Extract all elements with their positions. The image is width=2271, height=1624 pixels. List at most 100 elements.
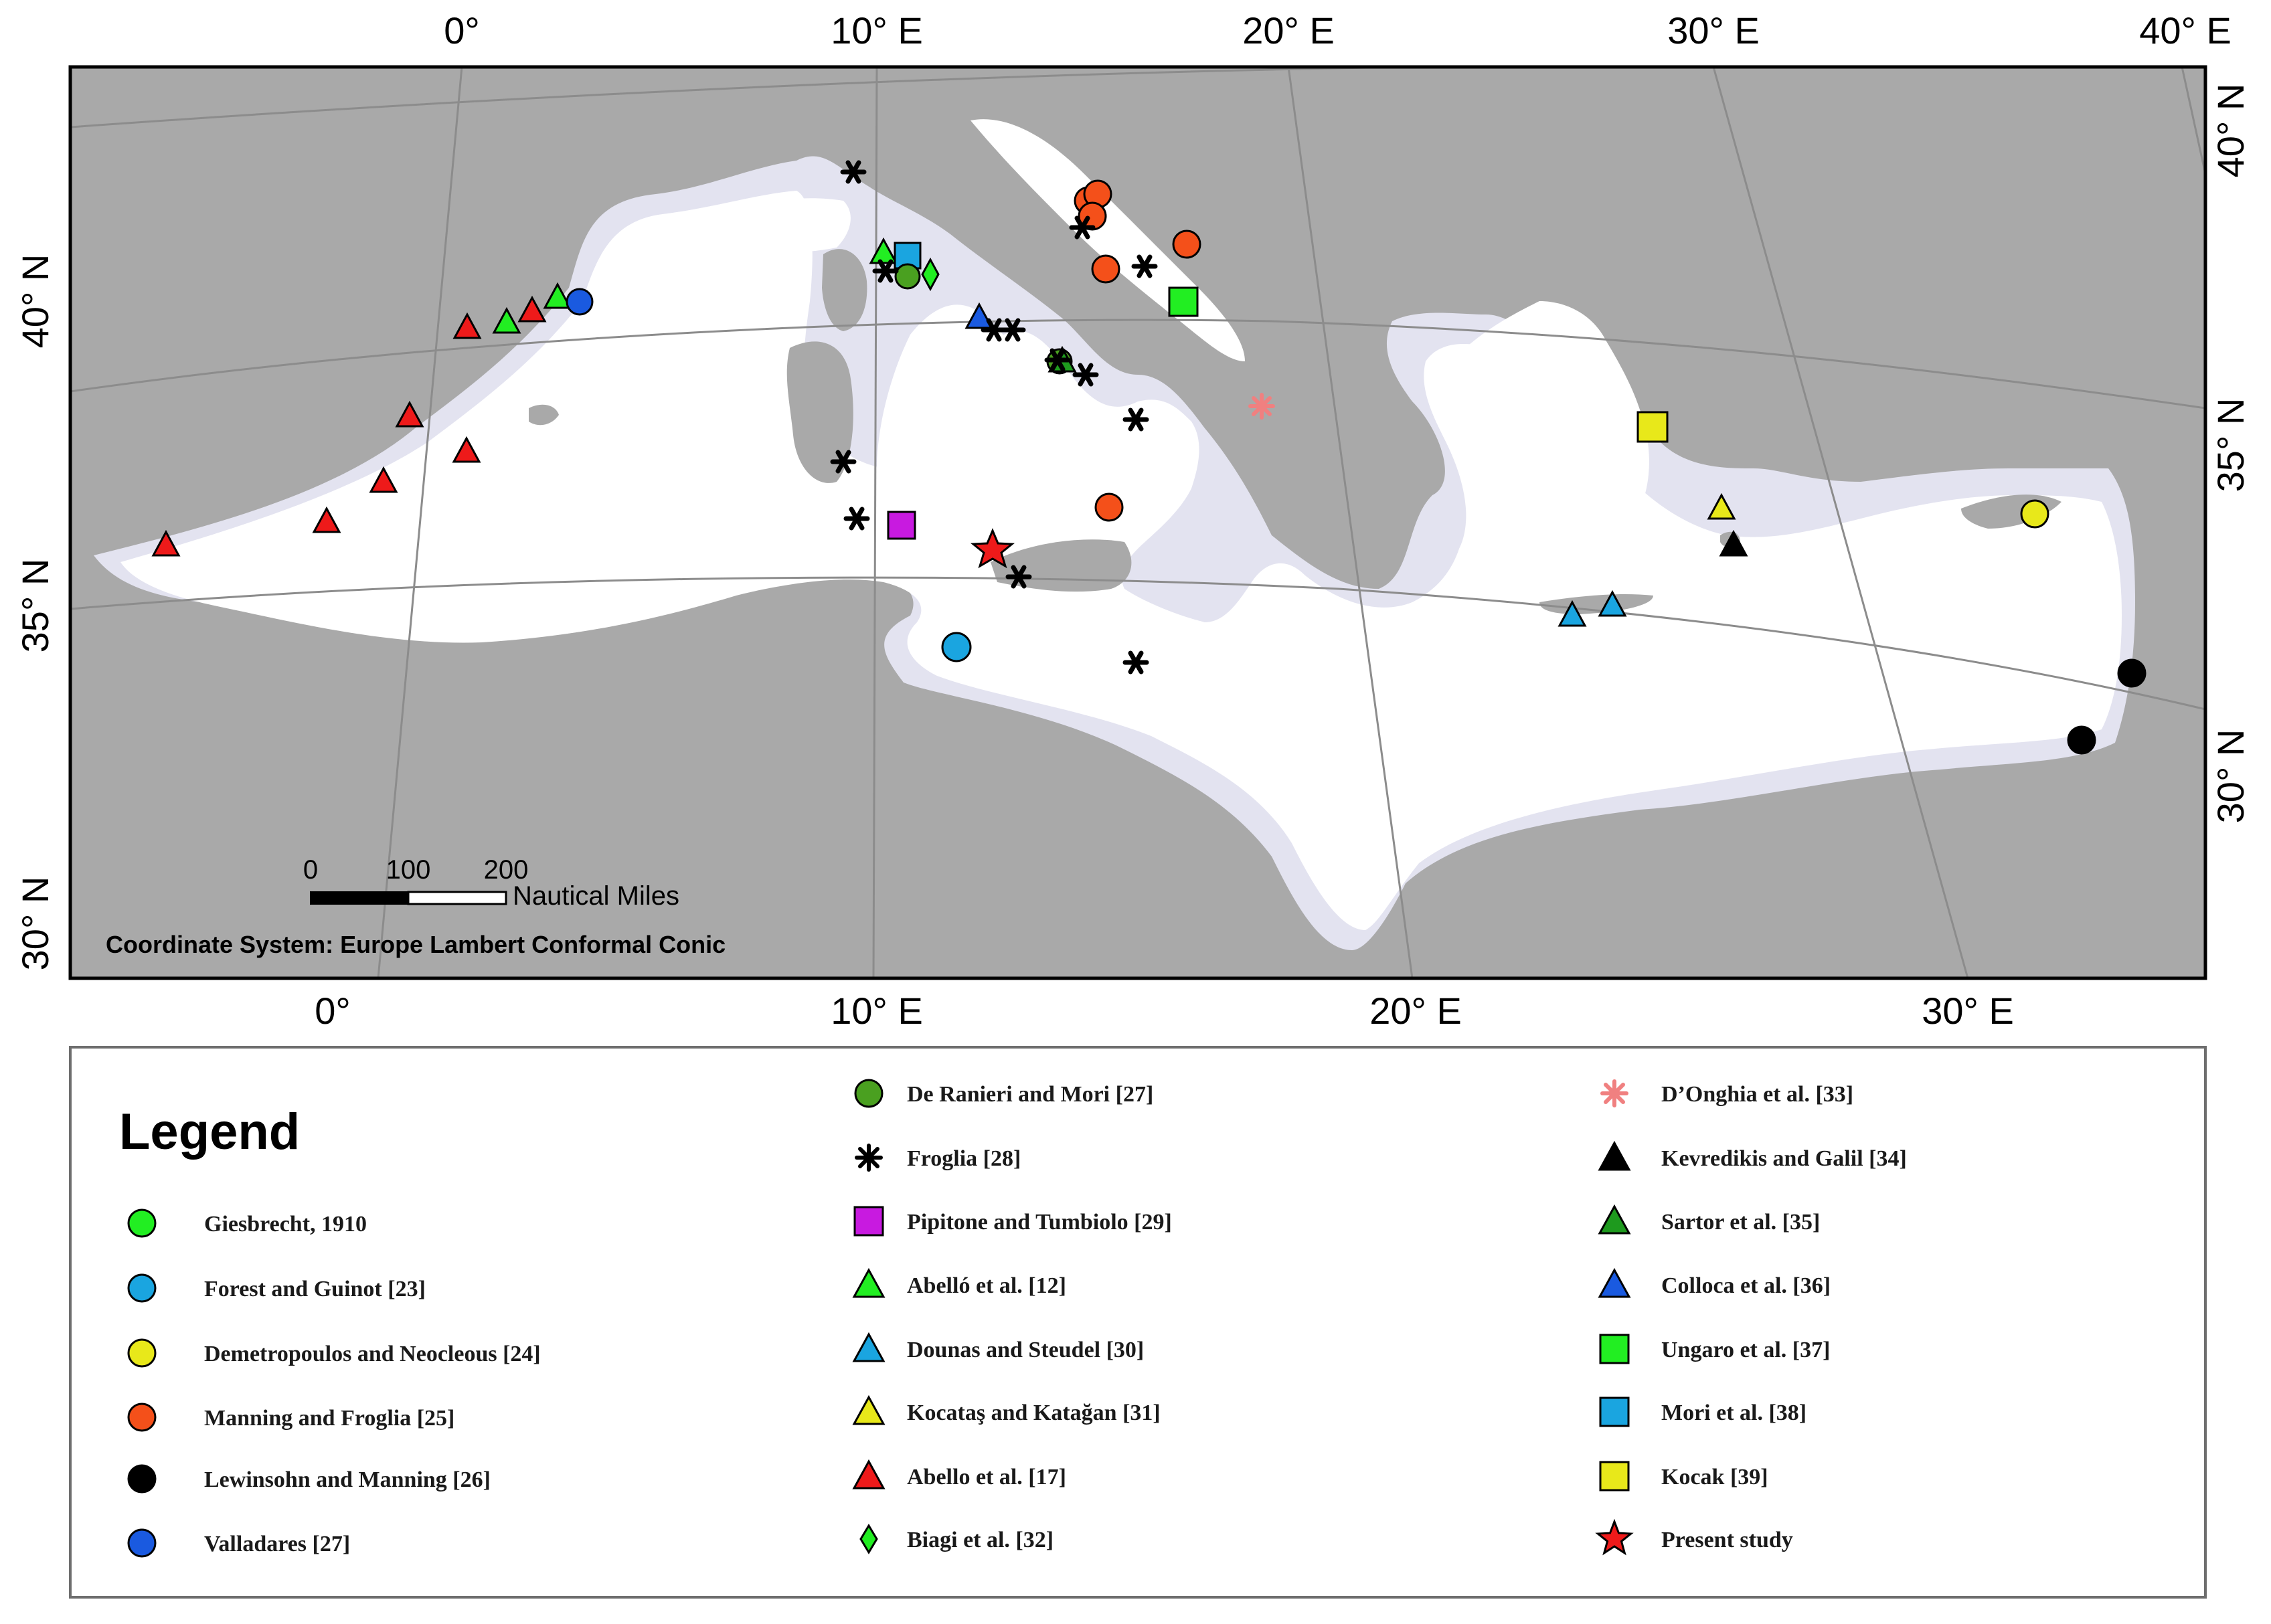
froglia-marker	[1122, 408, 1149, 432]
coordinate-system-label: Coordinate System: Europe Lambert Confor…	[106, 931, 726, 958]
dounas-marker	[1598, 590, 1627, 617]
legend-triangle-symbol	[1598, 1204, 1631, 1235]
legend-circle-symbol	[127, 1403, 157, 1432]
legend-item-de-ranieri-and-mori-27: De Ranieri and Mori [27]	[854, 1079, 1153, 1108]
legend-item-pipitone-and-tumbiolo-29: Pipitone and Tumbiolo [29]	[853, 1206, 1172, 1237]
legend-label: Pipitone and Tumbiolo [29]	[907, 1210, 1172, 1235]
legend-circle-symbol	[127, 1273, 157, 1303]
legend-asterisk-symbol	[1600, 1079, 1628, 1107]
biagi-marker	[921, 257, 940, 292]
legend-square-symbol	[853, 1206, 884, 1237]
kocatas-marker	[1707, 492, 1736, 520]
left-lat-label: 40° N	[14, 254, 56, 349]
legend-label: D’Onghia et al. [33]	[1661, 1082, 1853, 1107]
scale-unit: Nautical Miles	[513, 881, 679, 911]
top-lon-labels: 0° 10° E 20° E 30° E 40° E	[444, 9, 2232, 52]
legend-label: Valladares [27]	[204, 1532, 350, 1556]
right-lat-label: 40° N	[2209, 84, 2252, 178]
forest-guinot-marker	[941, 632, 972, 662]
legend-square-symbol	[1599, 1396, 1630, 1427]
top-lon-label: 10° E	[831, 9, 923, 52]
manning-froglia-marker	[1172, 230, 1201, 259]
legend-label: Colloca et al. [36]	[1661, 1273, 1831, 1298]
froglia-marker	[999, 318, 1026, 342]
abello-12-marker	[543, 282, 572, 309]
legend-items: Giesbrecht, 1910 Forest and Guinot [23] De…	[127, 1079, 1907, 1558]
data-markers	[151, 179, 2147, 755]
kocak-marker	[1636, 411, 1669, 443]
de-ranieri-marker	[894, 263, 921, 290]
legend-square-symbol	[1599, 1334, 1630, 1364]
legend-circle-symbol	[127, 1338, 157, 1368]
legend-item-abell-et-al-12: Abelló et al. [12]	[852, 1267, 1066, 1298]
legend-label: Lewinsohn and Manning [26]	[204, 1467, 491, 1492]
balearic	[529, 404, 559, 426]
legend-item-forest-and-guinot-23: Forest and Guinot [23]	[127, 1273, 426, 1303]
ungaro-marker	[1168, 286, 1199, 317]
legend-item-kocak-39: Kocak [39]	[1599, 1461, 1768, 1492]
abello-17-marker	[312, 506, 341, 533]
corsica	[822, 249, 867, 331]
colloca-marker	[964, 302, 994, 329]
froglia-marker	[1072, 363, 1099, 387]
bottom-lon-label: 20° E	[1369, 990, 1462, 1032]
present-study-marker	[971, 528, 1015, 569]
legend-panel: Legend Giesbrecht, 1910 Forest and Guinot…	[69, 1046, 2207, 1599]
bottom-lon-label: 0°	[315, 990, 351, 1032]
bottom-lon-label: 10° E	[831, 990, 923, 1032]
legend-triangle-symbol	[1598, 1267, 1631, 1298]
froglia-marker	[1131, 254, 1158, 278]
legend-circle-symbol	[854, 1079, 884, 1108]
froglia-markers	[830, 160, 1158, 674]
froglia-marker	[843, 507, 870, 531]
legend-title: Legend	[119, 1103, 300, 1160]
legend-label: Kocataş and Katağan [31]	[907, 1401, 1161, 1425]
froglia-marker	[872, 259, 899, 283]
legend-label: Manning and Froglia [25]	[204, 1406, 454, 1431]
legend-star-symbol	[1595, 1518, 1634, 1556]
abello-17-marker	[151, 529, 181, 557]
legend-diamond-symbol	[859, 1524, 878, 1554]
bottom-lon-labels: 0° 10° E 20° E 30° E	[315, 990, 2014, 1032]
left-lat-label: 30° N	[14, 877, 56, 971]
legend-label: Dounas and Steudel [30]	[907, 1338, 1144, 1362]
legend-item-giesbrecht-1910: Giesbrecht, 1910	[127, 1208, 367, 1238]
right-lat-label: 30° N	[2209, 729, 2252, 824]
scale-bar: 0 100 200 Nautical Miles	[303, 855, 679, 911]
scale-tick-200: 200	[484, 855, 529, 885]
legend-triangle-symbol	[852, 1267, 886, 1298]
scale-tick-0: 0	[303, 855, 318, 885]
abello-12-marker	[492, 306, 521, 334]
legend-label: Present study	[1661, 1528, 1793, 1552]
legend-circle-symbol	[127, 1528, 157, 1558]
map-frame	[68, 65, 2207, 980]
abello-17-marker	[517, 295, 547, 323]
legend-circle-symbol	[127, 1208, 157, 1238]
legend-triangle-symbol	[852, 1394, 886, 1425]
pipitone-marker	[887, 511, 916, 540]
legend-triangle-symbol	[852, 1459, 886, 1490]
legend-label: Biagi et al. [32]	[907, 1528, 1054, 1552]
legend-item-colloca-et-al-36: Colloca et al. [36]	[1598, 1267, 1831, 1298]
legend-item-valladares-27: Valladares [27]	[127, 1528, 350, 1558]
valladares-marker	[566, 288, 594, 316]
legend-item-froglia-28: Froglia [28]	[855, 1144, 1021, 1172]
legend-label: Forest and Guinot [23]	[204, 1277, 426, 1301]
abello-17-marker	[395, 400, 424, 428]
legend-triangle-symbol	[852, 1332, 886, 1362]
legend-frame	[69, 1046, 2207, 1599]
manning-froglia-marker	[1094, 492, 1124, 522]
lewinsohn-marker	[2067, 725, 2096, 755]
bottom-lon-label: 30° E	[1922, 990, 2014, 1032]
legend-item-kevredikis-and-galil-34: Kevredikis and Galil [34]	[1598, 1140, 1907, 1171]
right-lat-labels: 40° N 35° N 30° N	[2209, 84, 2252, 824]
left-lat-label: 35° N	[14, 559, 56, 653]
legend-square-symbol	[1599, 1461, 1630, 1492]
legend-label: Abello et al. [17]	[907, 1465, 1066, 1490]
legend-item-d-onghia-et-al-33: D’Onghia et al. [33]	[1600, 1079, 1853, 1107]
legend-label: Demetropoulos and Neocleous [24]	[204, 1342, 541, 1366]
scale-tick-100: 100	[386, 855, 431, 885]
legend-label: Abelló et al. [12]	[907, 1273, 1066, 1298]
legend-circle-symbol	[127, 1464, 157, 1494]
